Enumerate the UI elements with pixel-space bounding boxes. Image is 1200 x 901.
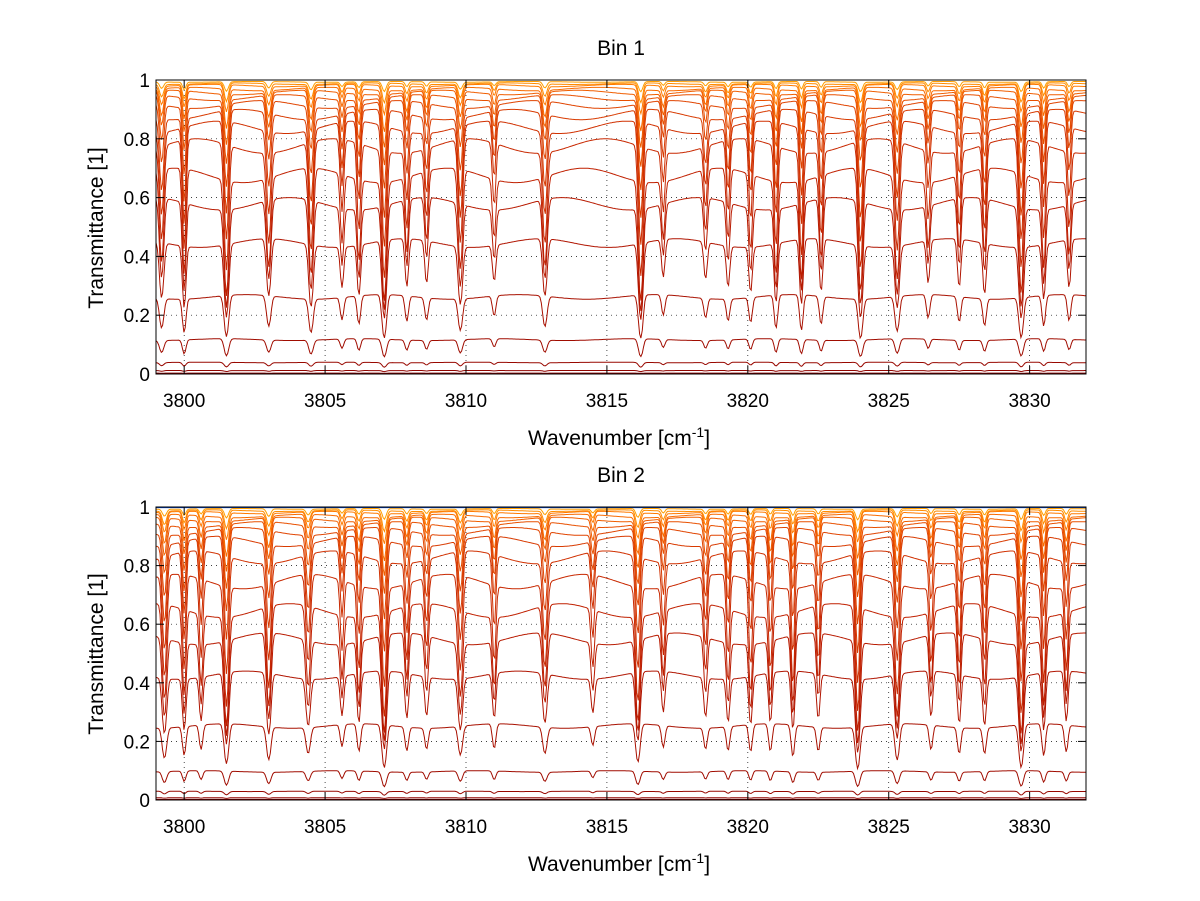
series-line bbox=[155, 120, 1087, 247]
y-tick-label: 1 bbox=[139, 71, 150, 92]
ticks: 3800 3805 3810 3815 3820 3825 3830 0 0.2 0.4 0.6 0.… bbox=[124, 71, 1086, 412]
y-tick-label: 0.6 bbox=[124, 189, 150, 210]
axes-box bbox=[155, 506, 1087, 801]
series-group bbox=[155, 81, 1087, 374]
series-line bbox=[155, 89, 1087, 148]
series-line bbox=[155, 632, 1086, 744]
chart-title: Bin 1 bbox=[597, 37, 645, 60]
series-line bbox=[155, 81, 1086, 93]
chart-panel-bin-2: Bin 2 Transmittance [1] Wavenumber [cm-1… bbox=[85, 464, 1087, 876]
series-line bbox=[155, 294, 1087, 340]
x-tick-label: 3830 bbox=[1008, 391, 1050, 412]
series-line bbox=[155, 94, 1087, 167]
x-tick-label: 3810 bbox=[445, 817, 487, 838]
series-line bbox=[155, 550, 1086, 687]
series-line bbox=[155, 100, 1087, 191]
series-group bbox=[155, 507, 1087, 801]
series-line bbox=[156, 508, 1087, 521]
y-tick-label: 0.2 bbox=[124, 306, 150, 327]
series-line bbox=[155, 86, 1086, 132]
x-tick-label: 3810 bbox=[445, 391, 487, 412]
x-tick-label: 3800 bbox=[163, 391, 205, 412]
series-line bbox=[156, 770, 1086, 788]
x-tick-label: 3820 bbox=[727, 391, 769, 412]
series-line bbox=[155, 573, 1087, 717]
axes-box bbox=[155, 79, 1087, 375]
y-axis-label: Transmittance [1] bbox=[85, 573, 108, 734]
series-line bbox=[156, 509, 1087, 533]
x-tick-label: 3820 bbox=[727, 817, 769, 838]
x-tick-label: 3815 bbox=[586, 391, 628, 412]
series-line bbox=[155, 370, 1086, 373]
series-line bbox=[155, 521, 1087, 598]
y-tick-label: 0.4 bbox=[124, 674, 151, 695]
x-tick-label: 3805 bbox=[304, 391, 346, 412]
series-line bbox=[155, 361, 1086, 368]
series-line bbox=[155, 197, 1087, 312]
series-line bbox=[155, 603, 1087, 734]
series-line bbox=[155, 83, 1086, 117]
series-line bbox=[155, 527, 1087, 625]
chart-panel-bin-1: Bin 1 Transmittance [1] Wavenumber [cm-1… bbox=[85, 37, 1087, 450]
y-tick-label: 0 bbox=[139, 791, 150, 812]
series-line bbox=[156, 513, 1087, 562]
series-line bbox=[155, 670, 1087, 753]
series-line bbox=[155, 238, 1086, 320]
y-axis-label: Transmittance [1] bbox=[85, 147, 108, 308]
series-line bbox=[155, 138, 1087, 278]
series-line bbox=[155, 82, 1086, 105]
y-tick-label: 0.8 bbox=[124, 557, 150, 578]
y-tick-label: 0.4 bbox=[124, 247, 151, 268]
y-tick-label: 0.8 bbox=[124, 130, 150, 151]
x-tick-label: 3800 bbox=[163, 817, 205, 838]
y-tick-label: 0.2 bbox=[124, 732, 150, 753]
series-line bbox=[156, 535, 1087, 653]
series-line bbox=[155, 108, 1087, 218]
x-tick-label: 3830 bbox=[1008, 817, 1050, 838]
y-tick-label: 0 bbox=[139, 365, 150, 386]
ticks: 3800 3805 3810 3815 3820 3825 3830 0 0.2 0.4 0.6 0.… bbox=[124, 498, 1086, 838]
series-line bbox=[155, 723, 1087, 771]
y-tick-label: 0.6 bbox=[124, 615, 150, 636]
chart-title: Bin 2 bbox=[597, 464, 645, 487]
series-line bbox=[155, 516, 1086, 578]
x-axis-label: Wavenumber [cm-1] bbox=[528, 424, 710, 450]
y-tick-label: 1 bbox=[139, 498, 150, 519]
series-line bbox=[155, 510, 1086, 544]
series-line bbox=[155, 338, 1086, 358]
x-tick-label: 3825 bbox=[868, 391, 910, 412]
x-tick-label: 3815 bbox=[586, 817, 628, 838]
series-line bbox=[156, 790, 1086, 796]
x-axis-label: Wavenumber [cm-1] bbox=[528, 850, 710, 876]
series-line bbox=[155, 167, 1087, 301]
x-tick-label: 3825 bbox=[868, 817, 910, 838]
x-tick-label: 3805 bbox=[304, 817, 346, 838]
series-line bbox=[156, 797, 1086, 799]
